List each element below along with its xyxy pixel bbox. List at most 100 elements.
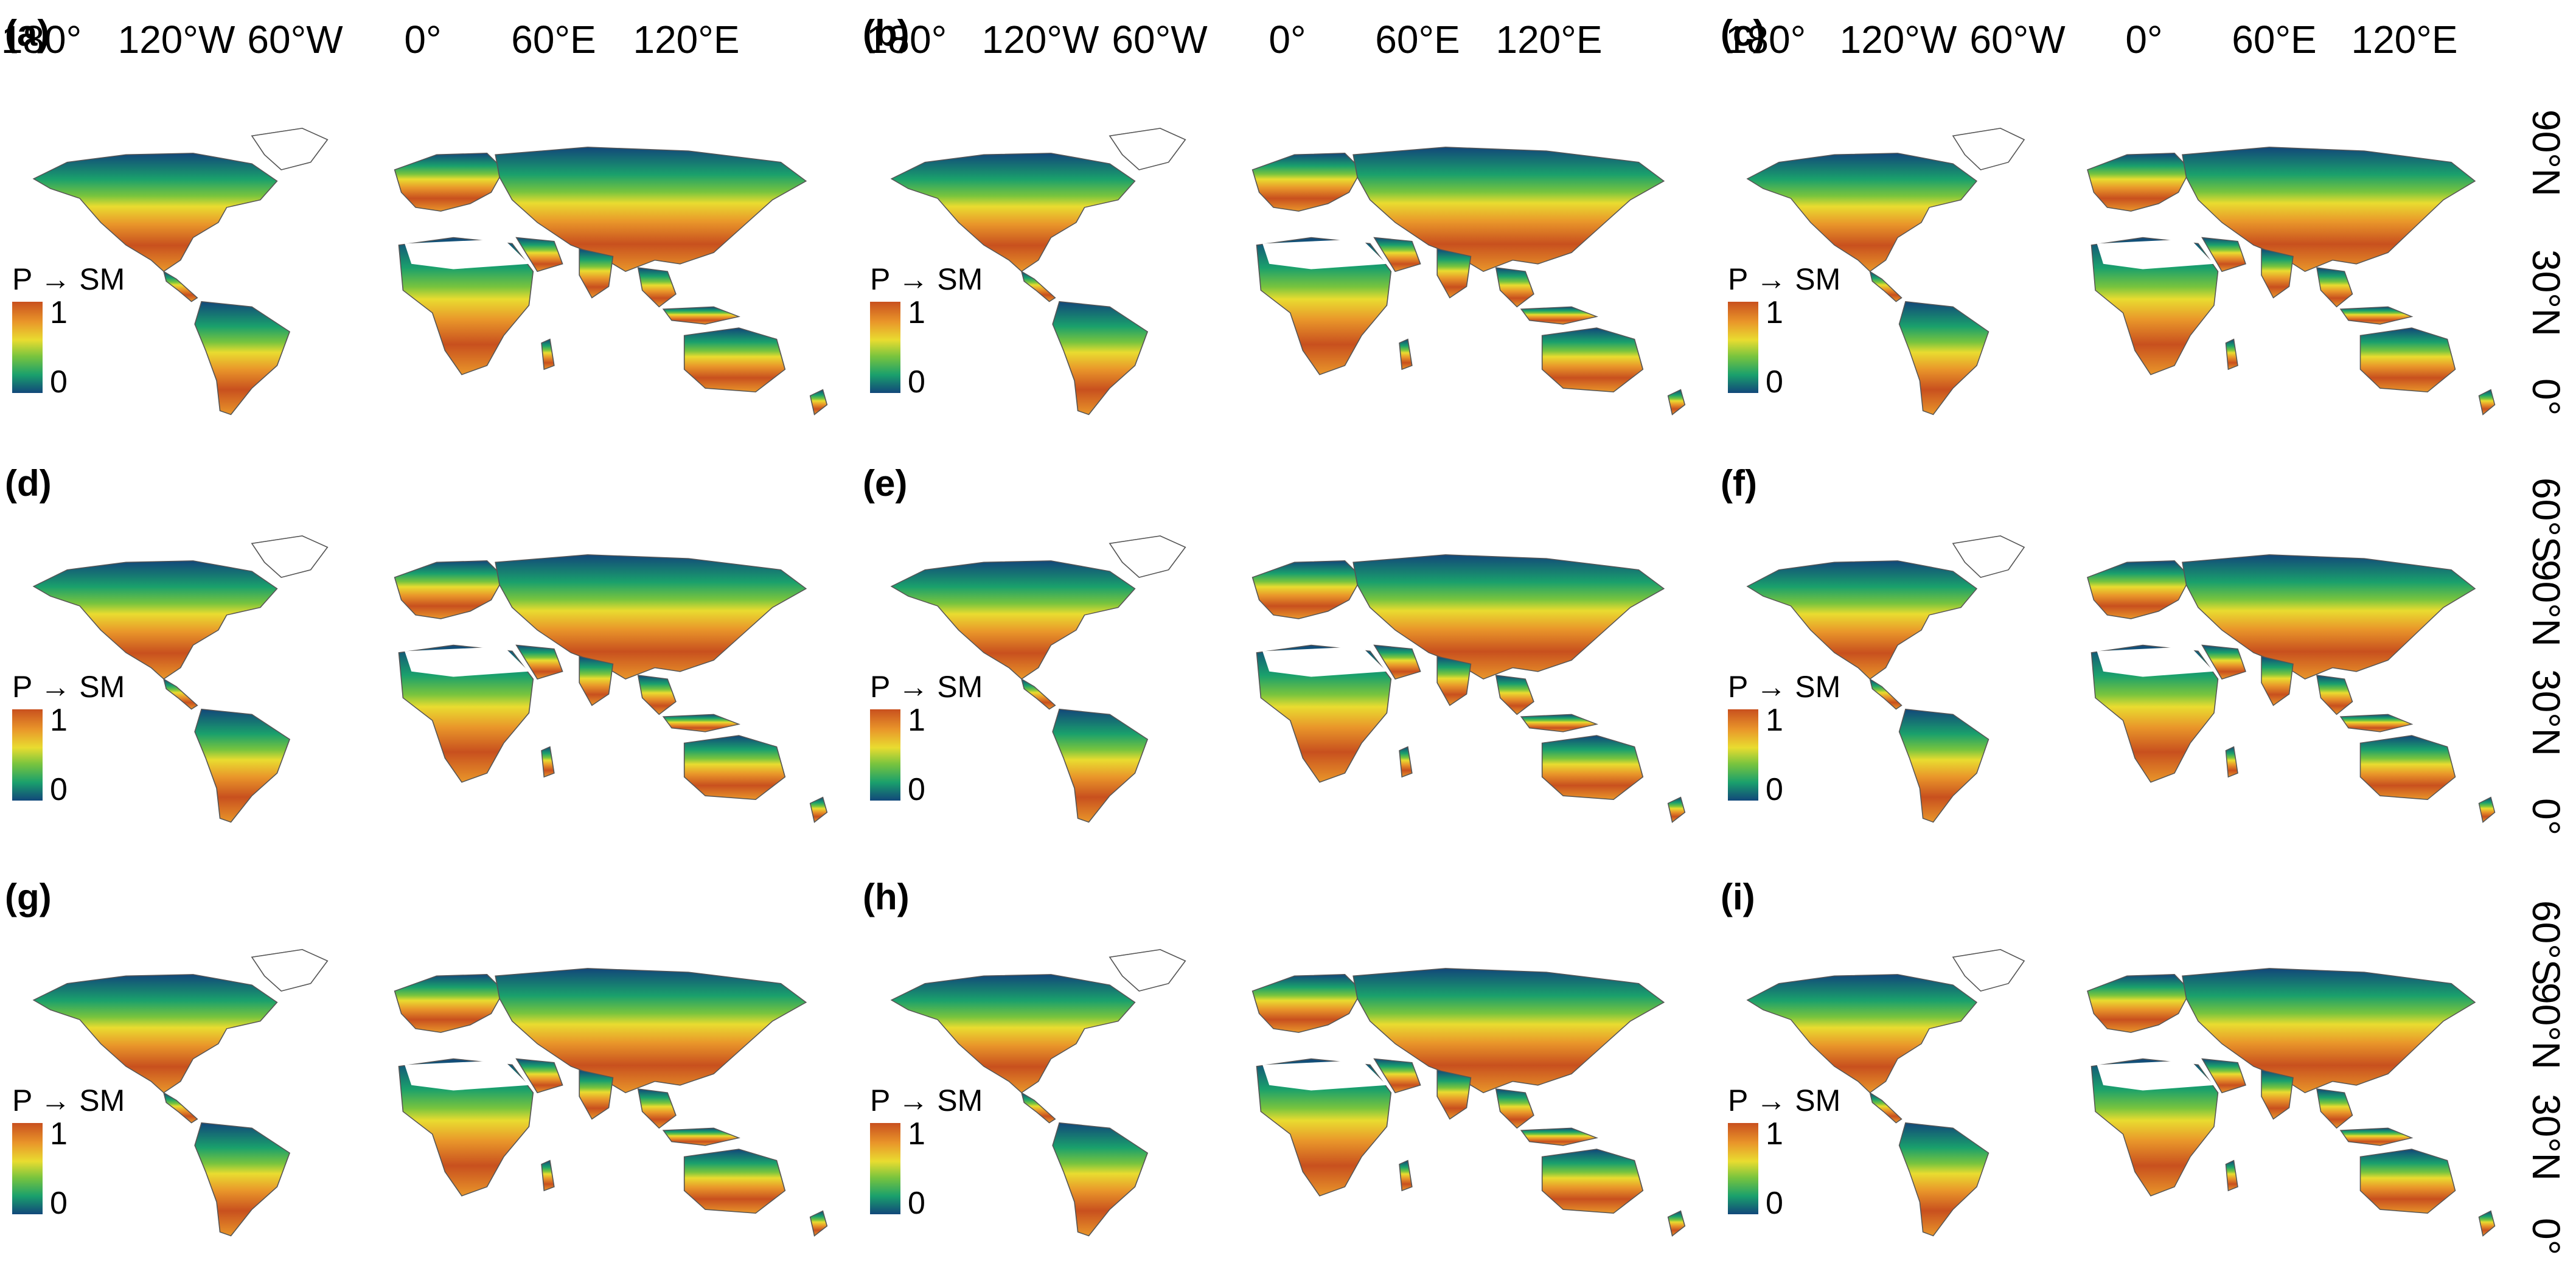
se-asia-region xyxy=(1495,267,1534,308)
world-map xyxy=(1746,535,2496,823)
colorbar-min-label: 0 xyxy=(908,364,925,400)
land-group xyxy=(890,949,1686,1237)
north-america-region xyxy=(32,560,278,680)
map: P → SM 1 0 xyxy=(0,110,840,426)
india-region xyxy=(1436,248,1472,299)
europe-region xyxy=(394,560,504,619)
panel-b: (b) P → SM 1 0 xyxy=(858,12,1697,426)
indonesia-region xyxy=(2339,306,2414,325)
madagascar-region xyxy=(541,338,555,370)
colorbar-max-label: 1 xyxy=(908,1116,925,1152)
asia-region xyxy=(1352,147,1665,273)
colorbar-gradient xyxy=(1728,302,1758,393)
north-america-region xyxy=(1746,974,1978,1094)
colorbar-max-label: 1 xyxy=(908,295,925,330)
lon-label: 120°E xyxy=(1495,18,1603,61)
lon-label: 180° xyxy=(1,18,82,61)
lon-label: 120°W xyxy=(1839,18,1957,61)
south-america-region xyxy=(1052,301,1149,415)
land-group xyxy=(32,949,828,1237)
greenland-outline xyxy=(1109,128,1186,170)
land-group xyxy=(890,128,1686,415)
world-map xyxy=(1746,128,2496,415)
longitude-axis-b: 180° 120°W 60°W 0° 60°E 120°E xyxy=(858,17,1697,84)
central-america-region xyxy=(1020,1091,1056,1124)
central-america-region xyxy=(1020,678,1056,710)
lon-label: 120°W xyxy=(981,18,1099,61)
panel-e: (e) P → SM 1 0 xyxy=(858,462,1697,840)
greenland-outline xyxy=(1952,535,2025,578)
lat-label: 90°N xyxy=(2524,110,2568,196)
central-america-region xyxy=(1869,1091,1902,1124)
madagascar-region xyxy=(1399,1160,1413,1192)
lon-label: 60°E xyxy=(2232,18,2317,61)
lat-label: 90°N xyxy=(2524,982,2568,1069)
indonesia-region xyxy=(662,306,740,325)
colorbar-min-label: 0 xyxy=(50,772,68,807)
south-america-region xyxy=(1898,1122,1989,1237)
panel-label: (b) xyxy=(863,13,910,54)
europe-region xyxy=(1251,560,1362,619)
arabia-region xyxy=(1373,237,1421,273)
no-data-region xyxy=(2097,1060,2214,1091)
arabia-region xyxy=(2201,644,2246,680)
map: P → SM 1 0 xyxy=(1716,517,2507,833)
se-asia-region xyxy=(2316,675,2353,715)
greenland-outline xyxy=(251,535,329,578)
india-region xyxy=(2261,656,2294,706)
colorbar-gradient xyxy=(870,302,900,393)
world-map xyxy=(32,949,828,1237)
australia-region xyxy=(683,735,786,801)
colorbar-max-label: 1 xyxy=(50,1116,68,1152)
indonesia-region xyxy=(1520,1127,1598,1146)
world-map xyxy=(1746,949,2496,1237)
panel-c: (c) P → SM 1 0 xyxy=(1716,12,2507,426)
map: P → SM 1 0 xyxy=(858,110,1697,426)
south-america-region xyxy=(1052,708,1149,823)
no-data-region xyxy=(405,646,529,677)
greenland-outline xyxy=(1109,535,1186,578)
europe-region xyxy=(2087,974,2191,1033)
central-america-region xyxy=(1020,270,1056,302)
south-america-region xyxy=(194,301,291,415)
se-asia-region xyxy=(2316,267,2353,308)
latitude-axis: 90°N 30°N 0° 60°S 90°N 30°N 0° 60°S 90°N… xyxy=(2514,24,2575,1265)
panel-g: (g) P → SM 1 0 xyxy=(0,876,840,1278)
panel-label: (e) xyxy=(863,463,908,504)
land-group xyxy=(1746,535,2496,823)
colorbar-title: P → SM xyxy=(870,262,983,296)
panel-label: (c) xyxy=(1721,13,1766,54)
no-data-region xyxy=(1262,238,1387,269)
colorbar-max-label: 1 xyxy=(50,295,68,330)
north-america-region xyxy=(1746,560,1978,680)
colorbar-min-label: 0 xyxy=(908,772,925,807)
india-region xyxy=(1436,1069,1472,1120)
madagascar-region xyxy=(541,746,555,778)
australia-region xyxy=(1541,327,1644,393)
colorbar-min-label: 0 xyxy=(1766,1186,1783,1221)
new-zealand-region xyxy=(2478,1210,2496,1237)
north-america-region xyxy=(32,974,278,1094)
australia-region xyxy=(683,327,786,393)
no-data-region xyxy=(1262,1060,1387,1091)
australia-region xyxy=(683,1149,786,1214)
asia-region xyxy=(1352,554,1665,680)
lon-label: 120°E xyxy=(633,18,740,61)
se-asia-region xyxy=(637,675,677,715)
australia-region xyxy=(2359,327,2456,393)
north-america-region xyxy=(32,153,278,273)
new-zealand-region xyxy=(2478,389,2496,415)
colorbar-gradient xyxy=(12,1123,43,1214)
europe-region xyxy=(1251,153,1362,212)
asia-region xyxy=(1352,968,1665,1094)
arabia-region xyxy=(515,237,563,273)
lon-label: 0° xyxy=(1269,18,1306,61)
land-group xyxy=(1746,128,2496,415)
australia-region xyxy=(1541,1149,1644,1214)
lat-label: 0° xyxy=(2524,378,2568,416)
lat-label: 30°N xyxy=(2524,1094,2568,1181)
arabia-region xyxy=(515,644,563,680)
south-america-region xyxy=(194,1122,291,1237)
no-data-region xyxy=(405,1060,529,1091)
panel-label: (d) xyxy=(5,463,52,504)
